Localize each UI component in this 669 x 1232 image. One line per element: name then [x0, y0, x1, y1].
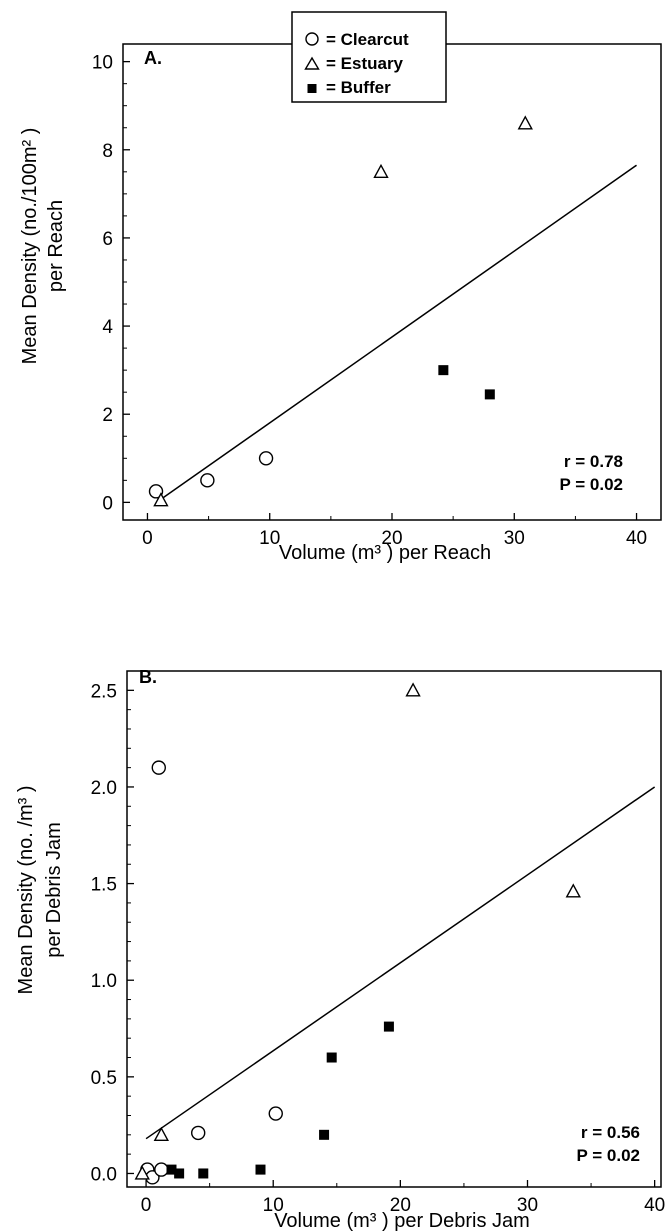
panel-b-stat-r: r = 0.56: [581, 1123, 640, 1142]
panel-b-regression-line: [145, 786, 656, 1140]
panel-b-clearcut-point: [190, 1125, 206, 1141]
panel-a-buffer-point: [438, 365, 449, 376]
panel-b-clearcut-point: [154, 1162, 169, 1177]
panel-b-xtick-label: 20: [390, 1195, 411, 1216]
panel-b-ytick-label: 2.5: [91, 681, 117, 702]
panel-a-label: A.: [144, 48, 162, 68]
legend-buffer: = Buffer: [326, 78, 391, 97]
panel-b: 0 10 20 30 40 0.0 0.5 1.0 1.5 2.0 2.5 B. Volume (m…: [15, 667, 665, 1232]
panel-b-ytick-label: 0.5: [91, 1068, 117, 1089]
panel-a-stat-r: r = 0.78: [564, 452, 623, 471]
panel-b-estuary-point: [405, 682, 421, 697]
panel-a-plot: 0 10 20 30 40 0 2 4 6 8 10: [92, 43, 662, 549]
panel-b-ylabel-line1: Mean Density (no. /m³ ): [15, 786, 37, 995]
panel-a: 0 10 20 30 40 0 2 4 6 8 10 A. Volume (m³ ) per Rea…: [19, 43, 662, 564]
panel-b-clearcut-point: [151, 760, 166, 775]
panel-a-estuary-point: [517, 115, 533, 130]
legend-box: [291, 11, 447, 103]
legend-triangle-marker: [304, 56, 320, 70]
panel-a-clearcut-point: [148, 484, 164, 499]
panel-b-xlabel: Volume (m³ ) per Debris Jam: [274, 1210, 530, 1232]
panel-b-ytick-label: 0.0: [91, 1164, 117, 1185]
panel-b-buffer-point: [255, 1164, 266, 1175]
panel-a-buffer-point: [484, 389, 495, 400]
panel-b-buffer-point: [319, 1129, 330, 1140]
panel-a-frame: [122, 43, 662, 521]
panel-b-estuary-point: [134, 1165, 150, 1180]
panel-b-estuary-point: [153, 1126, 170, 1142]
panel-b-xtick-label: 10: [263, 1195, 284, 1216]
panel-b-ytick-label: 1.0: [91, 971, 117, 992]
panel-b-stat-p: P = 0.02: [577, 1146, 641, 1165]
panel-b-frame: [126, 670, 662, 1188]
panel-b-xtick-label: 0: [141, 1195, 152, 1216]
legend-circle-marker: [305, 32, 319, 46]
legend-square-marker: [307, 84, 317, 93]
panel-a-ylabel-line2: per Reach: [45, 200, 67, 292]
panel-a-clearcut-point: [258, 451, 274, 466]
panel-a-xtick-label: 10: [259, 528, 280, 549]
panel-b-buffer-point: [174, 1168, 185, 1179]
panel-a-ytick-label: 10: [92, 53, 113, 74]
panel-b-buffer-point: [166, 1164, 177, 1175]
panel-b-ytick-label: 1.5: [91, 875, 117, 896]
panel-b-ylabel-line2: per Debris Jam: [43, 822, 65, 958]
panel-b-xtick-label: 30: [517, 1195, 538, 1216]
panel-b-clearcut-point: [268, 1106, 283, 1121]
panel-a-xtick-label: 0: [142, 528, 153, 549]
panel-b-estuary-point: [565, 883, 581, 898]
panel-a-xtick-label: 40: [626, 528, 647, 549]
panel-b-buffer-point: [198, 1168, 209, 1179]
panel-a-stat-p: P = 0.02: [560, 475, 624, 494]
panel-a-ytick-label: 2: [102, 405, 113, 426]
legend: = Clearcut = Estuary = Buffer: [291, 11, 447, 103]
panel-b-label: B.: [139, 667, 157, 687]
panel-a-xlabel: Volume (m³ ) per Reach: [279, 542, 491, 564]
panel-a-estuary-point: [153, 492, 169, 507]
panel-a-regression-line: [159, 164, 637, 501]
legend-clearcut: = Clearcut: [326, 30, 409, 49]
legend-estuary: = Estuary: [326, 54, 404, 73]
panel-a-ytick-label: 4: [102, 317, 113, 338]
panel-b-buffer-point: [326, 1052, 337, 1063]
panel-b-buffer-point: [383, 1021, 394, 1032]
panel-b-ytick-label: 2.0: [91, 778, 117, 799]
panel-a-estuary-point: [373, 163, 389, 179]
panel-b-plot: 0 10 20 30 40 0.0 0.5 1.0 1.5 2.0 2.5: [91, 670, 665, 1216]
panel-a-ylabel-line1: Mean Density (no./100m² ): [19, 128, 41, 365]
panel-a-clearcut-point: [200, 473, 215, 488]
panel-a-ytick-label: 8: [102, 141, 113, 162]
panel-a-ytick-label: 6: [102, 229, 113, 250]
panel-b-xtick-label: 40: [644, 1195, 665, 1216]
panel-a-xtick-label: 30: [504, 528, 525, 549]
panel-a-ytick-label: 0: [102, 493, 113, 514]
panel-a-xtick-label: 20: [381, 528, 402, 549]
